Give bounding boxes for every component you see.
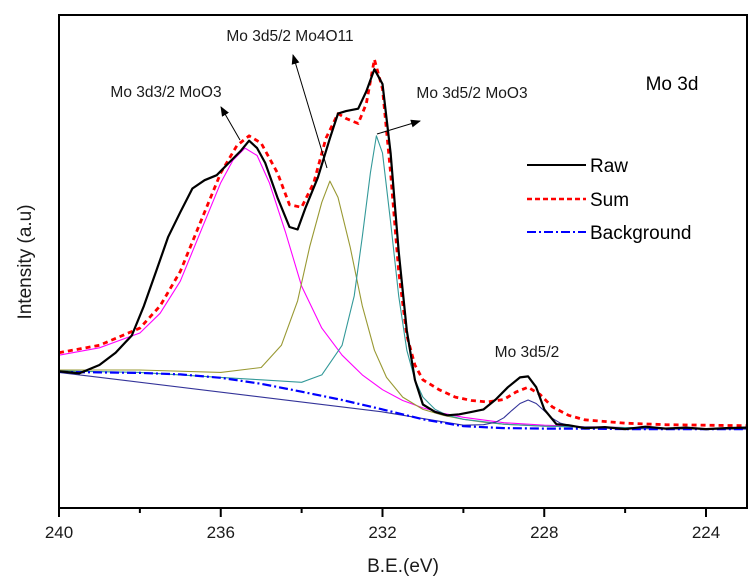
annotation-label: Mo 3d5/2 bbox=[495, 344, 560, 361]
series-raw bbox=[58, 68, 747, 431]
series-mo-3d5-2-moo3 bbox=[58, 135, 747, 430]
legend-item-raw: Raw bbox=[527, 156, 628, 177]
x-tick-label: 228 bbox=[530, 523, 558, 542]
legend-item-background: Background bbox=[527, 223, 691, 244]
legend-label-background: Background bbox=[590, 223, 691, 244]
x-tick-label: 232 bbox=[368, 523, 396, 542]
legend-item-sum: Sum bbox=[527, 190, 629, 211]
x-tick-label: 224 bbox=[692, 523, 720, 542]
annotation-mo3d52-small: Mo 3d5/2 bbox=[495, 344, 560, 361]
annotation-label: Mo 3d3/2 MoO3 bbox=[110, 84, 221, 101]
annotation-arrow bbox=[376, 119, 421, 135]
annotation-label: Mo 3d5/2 Mo4O11 bbox=[226, 28, 353, 45]
annotation-arrow bbox=[291, 54, 328, 169]
x-axis-title: B.E.(eV) bbox=[367, 556, 439, 577]
x-axis: 240 236 232 228 224 bbox=[45, 508, 720, 542]
legend-label-raw: Raw bbox=[590, 156, 628, 177]
annotation-mo3d32-moo3: Mo 3d3/2 MoO3 bbox=[110, 84, 241, 141]
legend: Raw Sum Background bbox=[527, 156, 691, 244]
chart-title: Mo 3d bbox=[646, 74, 699, 95]
series-background bbox=[58, 370, 747, 431]
plot-frame bbox=[58, 14, 748, 509]
annotation-mo3d52-moo3: Mo 3d5/2 MoO3 bbox=[376, 85, 528, 135]
x-tick-label: 240 bbox=[45, 523, 73, 542]
annotation-mo3d52-mo4o11: Mo 3d5/2 Mo4O11 bbox=[226, 28, 354, 169]
series-layer bbox=[58, 58, 747, 431]
annotation-arrow bbox=[220, 106, 241, 141]
legend-label-sum: Sum bbox=[590, 190, 629, 211]
annotation-label: Mo 3d5/2 MoO3 bbox=[416, 85, 527, 102]
y-axis-title: Intensity (a.u) bbox=[15, 204, 36, 319]
x-tick-label: 236 bbox=[207, 523, 235, 542]
